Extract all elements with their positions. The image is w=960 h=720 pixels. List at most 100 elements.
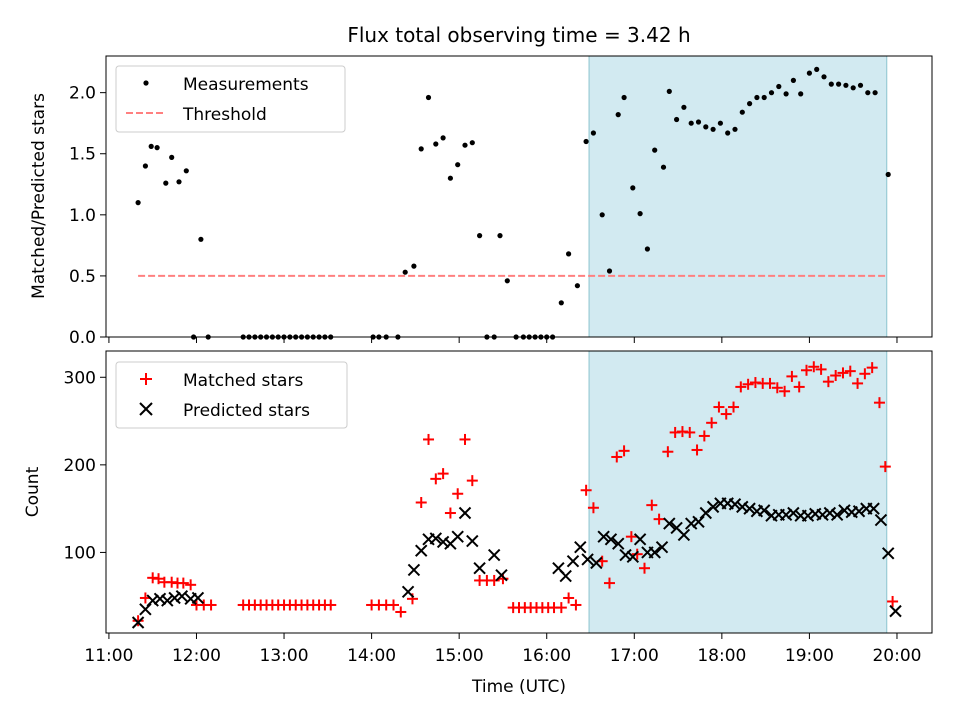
matched-star-point bbox=[771, 382, 783, 394]
predicted-star-point bbox=[684, 517, 698, 530]
predicted-star-point bbox=[779, 508, 793, 521]
predicted-star-point bbox=[131, 616, 145, 629]
predicted-star-point bbox=[191, 591, 205, 605]
y-tick-label: 2.0 bbox=[69, 84, 96, 104]
matched-star-point bbox=[205, 599, 217, 611]
predicted-star-point bbox=[401, 585, 415, 599]
x-axis-label: Time (UTC) bbox=[471, 677, 566, 697]
matched-star-point bbox=[764, 377, 776, 389]
matched-star-point bbox=[713, 401, 725, 413]
predicted-star-point bbox=[168, 591, 181, 605]
x-tick-label: 12:00 bbox=[172, 646, 221, 666]
legend-measurements-label: Measurements bbox=[183, 75, 309, 95]
predicted-star-point bbox=[487, 548, 501, 562]
predicted-star-point bbox=[407, 563, 421, 577]
predicted-star-point bbox=[823, 506, 837, 520]
count-panel-frame bbox=[105, 350, 933, 634]
predicted-star-point bbox=[633, 533, 647, 546]
predicted-star-point bbox=[161, 594, 174, 607]
x-tick-label: 18:00 bbox=[697, 646, 746, 666]
measurement-point bbox=[418, 146, 424, 152]
matched-star-point bbox=[742, 378, 754, 390]
figure-title: Flux total observing time = 3.42 h bbox=[347, 23, 690, 47]
measurement-point bbox=[821, 74, 827, 80]
measurement-point bbox=[447, 175, 453, 181]
matched-star-point bbox=[555, 602, 567, 614]
predicted-star-point bbox=[816, 508, 829, 521]
predicted-star-point bbox=[451, 530, 464, 543]
matched-star-point bbox=[631, 548, 643, 560]
predicted-star-point bbox=[574, 540, 587, 554]
predicted-star-point bbox=[153, 592, 167, 606]
matched-star-point bbox=[618, 445, 630, 457]
predicted-star-point bbox=[787, 506, 800, 520]
matched-star-point bbox=[698, 430, 710, 442]
measurement-point bbox=[850, 85, 856, 91]
y-tick-label: 1.0 bbox=[69, 206, 96, 226]
measurement-point bbox=[599, 212, 605, 218]
matched-star-point bbox=[879, 461, 891, 473]
predicted-star-point bbox=[590, 556, 603, 570]
predicted-star-point bbox=[648, 546, 661, 559]
count-legend-box bbox=[115, 361, 348, 429]
measurement-point bbox=[574, 283, 581, 289]
predicted-star-point bbox=[604, 533, 618, 546]
ratio-panel-shaded-region bbox=[588, 55, 888, 338]
measurement-point bbox=[425, 94, 432, 101]
legend-predicted-label: Predicted stars bbox=[183, 401, 310, 421]
measurement-point bbox=[558, 300, 564, 306]
predicted-star-point bbox=[146, 594, 159, 607]
matched-star-point bbox=[563, 592, 575, 604]
matched-star-points bbox=[132, 361, 899, 627]
predicted-star-point bbox=[597, 530, 610, 543]
matched-star-point bbox=[691, 444, 703, 456]
y-tick-label: 0.0 bbox=[69, 328, 96, 348]
ratio-panel-y-label: Matched/Predicted stars bbox=[29, 93, 49, 299]
matched-star-point bbox=[132, 615, 144, 627]
x-tick-label: 19:00 bbox=[785, 646, 834, 666]
measurement-point bbox=[433, 141, 439, 147]
measurement-point bbox=[462, 142, 468, 148]
measurement-point bbox=[732, 126, 738, 132]
measurement-point bbox=[615, 112, 621, 118]
matched-star-point bbox=[808, 361, 820, 373]
y-tick-label: 100 bbox=[64, 543, 96, 563]
ratio-panel-x-ticks bbox=[108, 337, 898, 343]
measurement-point bbox=[497, 233, 503, 239]
matched-star-point bbox=[603, 577, 615, 589]
measurement-point bbox=[798, 91, 804, 97]
matched-star-point bbox=[387, 599, 399, 611]
matched-star-point bbox=[852, 377, 864, 389]
predicted-star-point bbox=[706, 500, 720, 514]
legend-matched-marker bbox=[140, 373, 152, 385]
legend-threshold-label: Threshold bbox=[182, 105, 267, 125]
measurement-point bbox=[828, 81, 834, 87]
matched-star-point bbox=[611, 451, 623, 463]
matched-star-point bbox=[653, 513, 665, 525]
measurement-point bbox=[169, 154, 175, 160]
measurement-point bbox=[836, 81, 842, 87]
matched-star-point bbox=[444, 507, 456, 519]
x-tick-label: 11:00 bbox=[84, 646, 133, 666]
measurement-points bbox=[135, 66, 891, 340]
matched-star-point bbox=[423, 433, 435, 445]
matched-star-point bbox=[395, 606, 407, 618]
predicted-star-point bbox=[830, 508, 844, 521]
count-panel-y-label: Count bbox=[23, 466, 43, 517]
predicted-star-point bbox=[415, 544, 428, 557]
predicted-star-point bbox=[619, 548, 632, 562]
measurement-point bbox=[440, 135, 446, 141]
matched-star-point bbox=[153, 573, 165, 585]
predicted-star-point bbox=[852, 505, 866, 518]
matched-star-point bbox=[800, 364, 812, 376]
predicted-star-point bbox=[429, 532, 443, 545]
measurement-point bbox=[695, 119, 702, 125]
measurement-point bbox=[747, 101, 753, 107]
matched-star-point bbox=[488, 574, 500, 586]
measurement-point bbox=[504, 278, 510, 284]
predicted-star-point bbox=[436, 535, 450, 549]
measurement-point bbox=[703, 124, 709, 130]
matched-star-point bbox=[570, 599, 582, 611]
ratio-panel-legend: Measurements Threshold bbox=[115, 65, 346, 133]
x-tick-label: 16:00 bbox=[522, 646, 571, 666]
